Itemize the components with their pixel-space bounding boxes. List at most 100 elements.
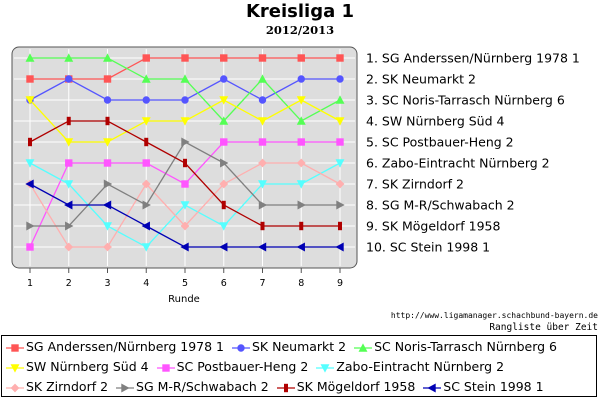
- legend-item: SG M-R/Schwabach 2: [116, 377, 269, 397]
- data-point: [26, 75, 34, 83]
- data-point: [25, 159, 35, 168]
- data-point: [258, 158, 267, 168]
- data-point: [296, 242, 305, 252]
- legend-label: SK Zirndorf 2: [26, 379, 109, 394]
- data-point: [335, 179, 345, 189]
- data-point: [121, 383, 130, 392]
- legend-item: SC Stein 1998 1: [423, 377, 544, 397]
- x-tick-label: 3: [104, 278, 110, 289]
- data-point: [297, 200, 306, 210]
- data-point: [220, 75, 228, 83]
- data-point: [297, 138, 305, 146]
- data-point: [103, 159, 112, 167]
- data-point: [141, 117, 151, 126]
- data-point: [220, 54, 228, 62]
- data-point: [335, 117, 345, 126]
- data-point: [103, 179, 113, 189]
- series-5: [26, 138, 344, 251]
- data-point: [180, 242, 189, 252]
- data-point: [260, 221, 265, 231]
- legend-swatch: [116, 383, 135, 392]
- data-point: [141, 179, 151, 189]
- data-point: [25, 179, 34, 189]
- x-tick-label: 9: [337, 278, 343, 289]
- rank-label: 10. SC Stein 1998 1: [366, 240, 490, 255]
- rank-label: 7. SK Zirndorf 2: [366, 177, 464, 192]
- data-point: [181, 96, 189, 104]
- rank-label: 5. SC Postbauer-Heng 2: [366, 135, 514, 150]
- data-point: [258, 180, 267, 189]
- data-point: [65, 159, 73, 167]
- data-point: [142, 200, 151, 210]
- legend-label: SG M-R/Schwabach 2: [136, 379, 269, 394]
- data-point: [258, 96, 267, 104]
- data-point: [427, 383, 436, 392]
- data-point: [25, 53, 35, 62]
- legend-item: SK Mögeldorf 1958: [276, 377, 416, 397]
- data-point: [258, 138, 267, 146]
- data-point: [64, 180, 74, 189]
- series-10: [25, 179, 344, 252]
- data-point: [358, 342, 368, 352]
- rank-label: 8. SG M-R/Schwabach 2: [366, 198, 515, 213]
- data-point: [219, 116, 229, 125]
- legend-item: Zabo-Eintracht Nürnberg 2: [316, 357, 504, 377]
- legend-row: SW Nürnberg Süd 4 SC Postbauer-Heng 2 Zabo…: [6, 357, 512, 377]
- data-point: [103, 138, 112, 147]
- data-point: [180, 74, 190, 83]
- legend-item: SW Nürnberg Süd 4: [6, 357, 149, 377]
- data-point: [142, 159, 150, 167]
- chart-title: Kreisliga 1: [245, 1, 355, 22]
- data-point: [103, 96, 112, 104]
- data-point: [336, 138, 344, 146]
- data-point: [26, 221, 35, 231]
- data-point: [297, 75, 305, 83]
- data-point: [258, 200, 268, 210]
- series-4: [25, 96, 345, 147]
- legend-swatch: [6, 383, 24, 392]
- legend-swatch: [423, 383, 442, 392]
- legend-label: SC Stein 1998 1: [443, 379, 544, 394]
- legend-item: SC Postbauer-Heng 2: [156, 357, 309, 377]
- data-point: [335, 95, 345, 104]
- legend-item: SG Anderssen/Nürnberg 1978 1: [6, 337, 224, 357]
- data-point: [144, 137, 149, 147]
- rank-label: 4. SW Nürnberg Süd 4: [366, 114, 504, 129]
- data-point: [335, 159, 345, 168]
- rank-label: 2. SK Neumarkt 2: [366, 72, 476, 87]
- data-point: [142, 96, 150, 104]
- rank-label: 3. SC Noris-Tarrasch Nürnberg 6: [366, 93, 565, 108]
- data-point: [64, 200, 73, 210]
- legend-label: SG Anderssen/Nürnberg 1978 1: [26, 339, 224, 354]
- caption: Rangliste über Zeit: [489, 322, 598, 333]
- data-point: [336, 200, 345, 210]
- data-point: [141, 74, 151, 83]
- rank-label: 1. SG Anderssen/Nürnberg 1978 1: [366, 51, 580, 66]
- data-point: [103, 53, 112, 62]
- data-point: [180, 117, 190, 126]
- data-point: [220, 158, 229, 168]
- rank-label: 6. Zabo-Eintracht Nürnberg 2: [366, 156, 550, 171]
- data-point: [258, 74, 267, 83]
- legend-label: SC Postbauer-Heng 2: [176, 359, 309, 374]
- data-point: [237, 343, 245, 352]
- x-tick-label: 2: [66, 278, 72, 289]
- data-point: [64, 242, 74, 252]
- data-point: [103, 242, 112, 252]
- data-point: [103, 222, 112, 231]
- source-url[interactable]: http://www.ligamanager.schachbund-bayern…: [390, 311, 598, 320]
- x-axis: 1 2 3 4 5 6 7 8 9: [27, 268, 343, 289]
- legend-row: SG Anderssen/Nürnberg 1978 1 SK Neumarkt …: [6, 337, 565, 357]
- data-point: [221, 200, 226, 210]
- data-point: [65, 221, 74, 231]
- series-2: [26, 75, 344, 104]
- chart-subtitle: 2012/2013: [265, 23, 335, 37]
- series-group: [25, 53, 345, 252]
- legend-label: SK Mögeldorf 1958: [296, 379, 416, 394]
- data-point: [335, 242, 344, 252]
- x-axis-label: Runde: [168, 294, 200, 305]
- x-tick-label: 4: [143, 278, 149, 289]
- data-point: [161, 363, 170, 372]
- rank-label: 9. SK Mögeldorf 1958: [366, 219, 500, 234]
- data-point: [10, 383, 20, 392]
